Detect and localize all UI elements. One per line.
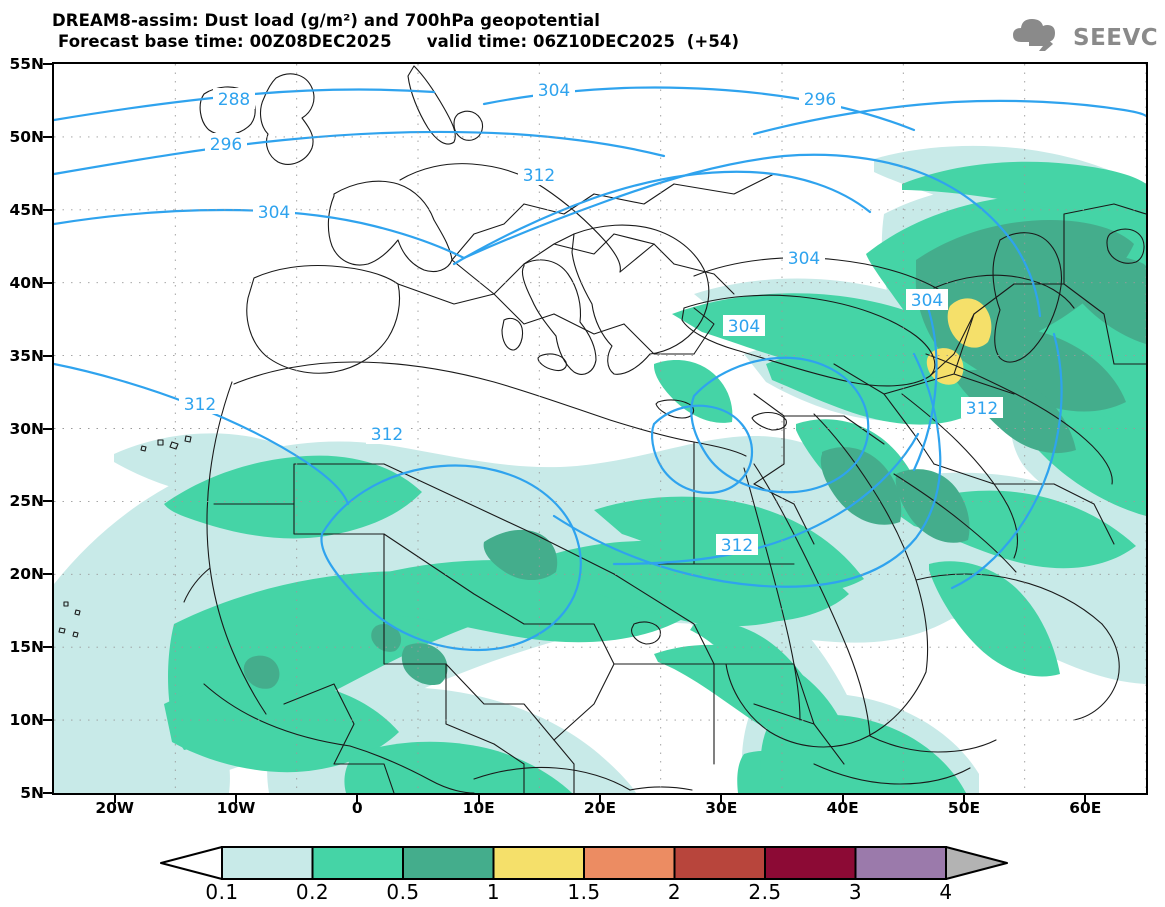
seevccc-logo: SEEVCCC — [1007, 14, 1165, 56]
chart-title-line1: DREAM8-assim: Dust load (g/m²) and 700hP… — [52, 11, 601, 30]
colorbar-swatch-1.5 — [583, 846, 676, 880]
x-tickmark — [963, 794, 965, 803]
colorbar-swatch-0.1 — [221, 846, 314, 880]
contour-label-304: 304 — [911, 291, 943, 311]
contour-label-bg — [518, 164, 560, 185]
y-tickmark — [43, 354, 52, 357]
x-tickmark — [599, 794, 601, 803]
colorbar-label-2: 2 — [667, 880, 682, 904]
contour-label-288: 288 — [218, 90, 250, 110]
x-tickmark — [841, 794, 844, 803]
x-tickmark — [356, 794, 359, 803]
colorbar-swatch-1 — [492, 846, 585, 880]
contour-label-bg — [253, 201, 295, 222]
y-tickmark — [43, 208, 52, 211]
y-tickmark — [43, 135, 52, 138]
contour-label-bg — [723, 315, 765, 336]
x-tick-20W: 20W — [95, 799, 134, 817]
colorbar-label-4: 4 — [939, 880, 953, 904]
x-tickmark — [235, 794, 237, 803]
colorbar-label-2.5: 2.5 — [748, 880, 782, 904]
map-panel: 288 296 296 304 304 304 304 304 312 312 312 312 312 — [52, 62, 1148, 795]
contour-label-304: 304 — [728, 317, 760, 337]
logo-text: SEEVCCC — [1073, 25, 1157, 51]
contour-label-312: 312 — [721, 536, 753, 556]
x-tick-10E: 10E — [462, 799, 495, 817]
contour-label-304: 304 — [788, 249, 820, 269]
contour-label-304: 304 — [258, 203, 290, 223]
colorbar — [160, 846, 1008, 880]
contour-label-312: 312 — [966, 399, 998, 419]
colorbar-label-0.2: 0.2 — [295, 880, 330, 904]
y-tick-30N: 30N — [9, 419, 44, 438]
colorbar-swatches — [160, 846, 1008, 880]
y-tick-40N: 40N — [9, 273, 44, 292]
x-tick-20E: 20E — [583, 799, 617, 817]
contour-label-304: 304 — [538, 81, 570, 101]
contour-label-296: 296 — [210, 135, 242, 155]
contour-label-296: 296 — [804, 90, 836, 110]
contour-label-bg — [213, 88, 255, 109]
colorbar-swatch-3 — [854, 846, 947, 880]
chart-title-line2: Forecast base time: 00Z08DEC2025 valid t… — [58, 32, 740, 51]
y-tick-20N: 20N — [9, 565, 44, 584]
y-tick-45N: 45N — [9, 200, 44, 219]
x-tick-60E: 60E — [1069, 799, 1102, 817]
x-tickmark — [113, 794, 116, 803]
y-tick-5N: 5N — [20, 784, 44, 802]
contour-label-bg — [716, 534, 758, 555]
contour-label-312: 312 — [371, 425, 403, 445]
x-tickmark — [720, 794, 723, 803]
graticule — [54, 64, 1146, 793]
contour-label-bg — [961, 397, 1003, 418]
contour-label-bg — [783, 247, 825, 268]
chart-title-block: DREAM8-assim: Dust load (g/m²) and 700hP… — [52, 10, 1032, 52]
colorbar-extend-low — [160, 846, 223, 880]
cloud-arrow-icon — [1013, 19, 1055, 51]
x-tick-0: 0 — [351, 799, 363, 817]
contour-label-bg — [906, 289, 948, 310]
colorbar-swatch-2.5 — [764, 846, 857, 880]
y-tick-50N: 50N — [9, 127, 44, 146]
y-tickmark — [43, 573, 52, 576]
y-tick-35N: 35N — [9, 346, 44, 365]
colorbar-swatch-0.2 — [311, 846, 404, 880]
x-tickmark — [477, 794, 480, 803]
x-tick-10W: 10W — [216, 799, 256, 817]
contour-label-bg — [533, 79, 575, 100]
contour-label-bg — [179, 393, 221, 414]
map-canvas: 288 296 296 304 304 304 304 304 312 312 312 312 312 — [54, 64, 1146, 793]
y-tickmark — [43, 792, 52, 794]
x-tick-40E: 40E — [826, 799, 859, 817]
contour-label-bg — [205, 133, 247, 154]
x-tickmark — [1084, 794, 1087, 803]
contour-label-312: 312 — [523, 166, 555, 186]
colorbar-swatch-2 — [673, 846, 766, 880]
y-tick-15N: 15N — [9, 638, 44, 657]
colorbar-extend-high — [945, 846, 1008, 880]
colorbar-label-1.5: 1.5 — [567, 880, 601, 904]
y-tickmark — [43, 719, 52, 722]
coastlines-and-borders — [58, 65, 1146, 793]
contour-label-bg — [366, 423, 408, 444]
colorbar-label-3: 3 — [848, 880, 863, 904]
y-tick-55N: 55N — [9, 55, 44, 73]
y-tickmark — [43, 427, 52, 430]
colorbar-label-1: 1 — [486, 880, 501, 904]
contour-label-group: 288 296 296 304 304 304 304 304 312 312 312 312 312 — [179, 79, 1003, 556]
y-tick-10N: 10N — [9, 711, 44, 730]
contour-label-bg — [799, 88, 841, 109]
colorbar-label-0.5: 0.5 — [386, 880, 420, 904]
y-tickmark — [43, 63, 52, 65]
y-tickmark — [43, 281, 52, 284]
x-tick-30E: 30E — [705, 799, 738, 817]
colorbar-label-0.1: 0.1 — [205, 880, 239, 904]
y-tickmark — [43, 500, 52, 503]
y-tick-25N: 25N — [9, 492, 44, 511]
colorbar-swatch-0.5 — [402, 846, 495, 880]
contour-label-312: 312 — [184, 395, 216, 415]
x-tick-50E: 50E — [947, 799, 981, 817]
y-tickmark — [43, 646, 52, 649]
